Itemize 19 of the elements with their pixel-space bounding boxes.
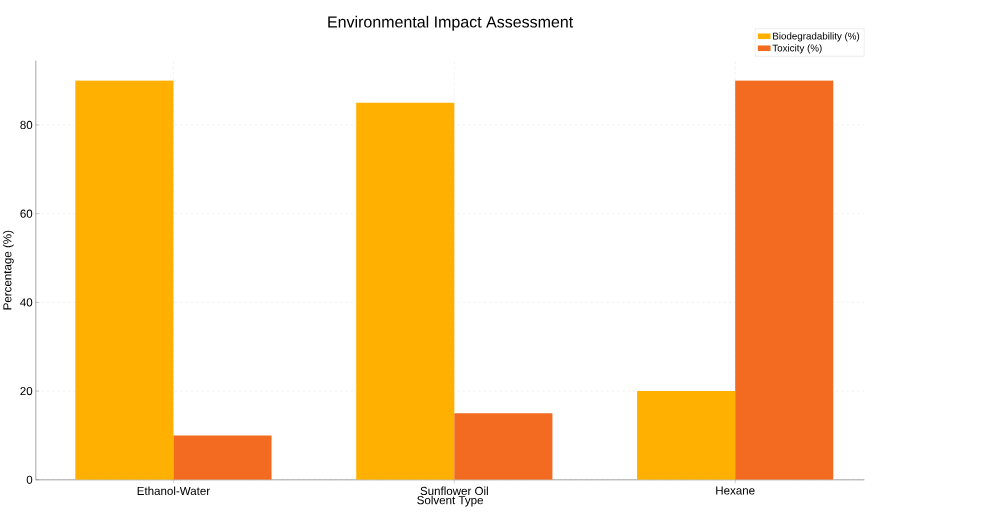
y-tick-label: 60 (20, 209, 33, 218)
legend-label: Toxicity (%) (772, 44, 822, 54)
y-tick-label: 20 (20, 386, 33, 396)
y-tick-label: 80 (20, 120, 33, 129)
x-tick-label: Hexane (716, 486, 755, 495)
y-tick-label: 0 (26, 475, 33, 484)
x-tick-label: Sunflower Oil (420, 486, 488, 495)
chart-title: Environmental Impact Assessment (328, 15, 574, 31)
bar (173, 435, 272, 480)
bar (356, 102, 455, 480)
x-tick-label: Ethanol-Water (137, 486, 210, 495)
y-tick-label: 40 (20, 298, 33, 307)
bar (75, 80, 174, 480)
bar (637, 390, 736, 480)
x-axis-title: Solvent Type (417, 495, 483, 507)
bar (735, 80, 834, 480)
y-axis-title: Percentage (%) (2, 230, 14, 310)
legend-label: Biodegradability (%) (773, 32, 860, 42)
bar (454, 413, 553, 480)
